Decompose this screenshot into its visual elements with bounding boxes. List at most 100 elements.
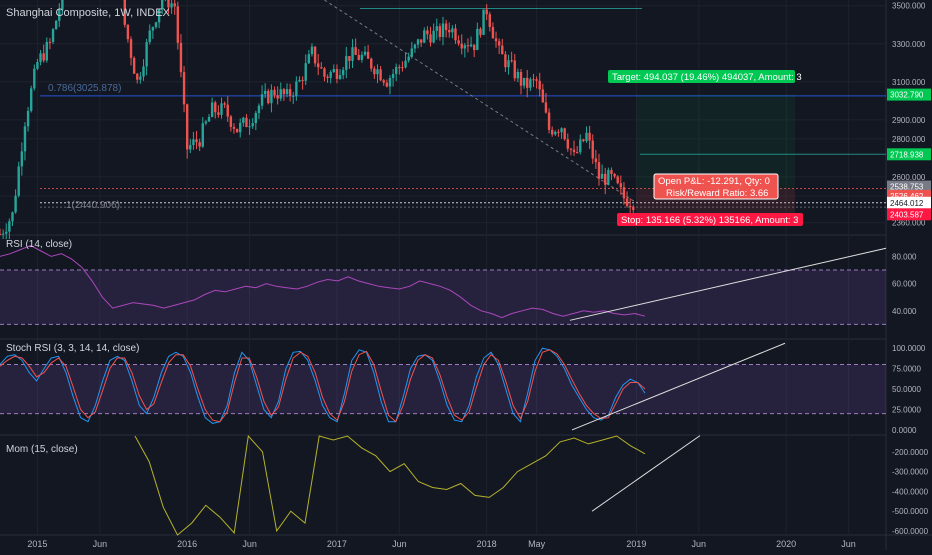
candle-body[interactable] — [432, 30, 435, 43]
candle-body[interactable] — [426, 30, 429, 35]
candle-body[interactable] — [195, 139, 198, 143]
candle-body[interactable] — [563, 128, 566, 140]
candle-body[interactable] — [607, 170, 610, 185]
candle-body[interactable] — [207, 117, 211, 122]
candle-body[interactable] — [385, 82, 389, 87]
rsi-trendline[interactable] — [569, 247, 887, 321]
candle-body[interactable] — [145, 42, 148, 67]
candle-body[interactable] — [263, 90, 267, 95]
profit-zone[interactable] — [636, 94, 795, 189]
candle-body[interactable] — [560, 128, 563, 133]
candle-body[interactable] — [519, 71, 523, 86]
candle-body[interactable] — [454, 28, 457, 41]
candle-body[interactable] — [129, 39, 133, 58]
candle-body[interactable] — [45, 41, 48, 61]
candle-body[interactable] — [538, 80, 541, 90]
candle-body[interactable] — [313, 46, 317, 64]
candle-body[interactable] — [179, 42, 183, 73]
candle-body[interactable] — [292, 95, 295, 97]
candle-body[interactable] — [472, 44, 476, 51]
candle-body[interactable] — [569, 148, 573, 150]
candle-body[interactable] — [357, 54, 360, 60]
candle-body[interactable] — [170, 3, 173, 8]
candle-body[interactable] — [491, 26, 495, 39]
candle-body[interactable] — [591, 140, 594, 159]
candle-body[interactable] — [161, 0, 164, 10]
candle-body[interactable] — [557, 131, 560, 133]
candle-body[interactable] — [257, 105, 261, 113]
candle-body[interactable] — [157, 9, 161, 23]
candle-body[interactable] — [282, 89, 286, 95]
candle-body[interactable] — [604, 173, 607, 185]
candle-body[interactable] — [39, 53, 42, 62]
candle-body[interactable] — [554, 131, 557, 135]
candle-body[interactable] — [497, 41, 501, 46]
candle-body[interactable] — [126, 24, 130, 40]
candle-body[interactable] — [332, 69, 336, 73]
candle-body[interactable] — [151, 27, 155, 31]
candle-body[interactable] — [494, 38, 498, 42]
candle-body[interactable] — [360, 54, 364, 60]
candle-body[interactable] — [476, 28, 479, 51]
candle-body[interactable] — [526, 77, 529, 88]
candle-body[interactable] — [444, 23, 448, 31]
candle-body[interactable] — [522, 77, 526, 86]
candle-body[interactable] — [407, 56, 410, 61]
candle-body[interactable] — [416, 39, 420, 45]
candle-body[interactable] — [382, 80, 385, 83]
candle-body[interactable] — [229, 116, 233, 127]
candle-body[interactable] — [401, 67, 404, 69]
candle-body[interactable] — [142, 66, 145, 77]
candle-body[interactable] — [438, 26, 442, 37]
candle-body[interactable] — [457, 40, 460, 44]
candle-body[interactable] — [448, 30, 451, 33]
candle-body[interactable] — [242, 117, 245, 123]
candle-body[interactable] — [260, 94, 264, 106]
candle-body[interactable] — [189, 145, 192, 150]
candle-body[interactable] — [616, 176, 619, 184]
candle-body[interactable] — [245, 117, 248, 127]
candle-body[interactable] — [33, 68, 36, 89]
candle-body[interactable] — [239, 122, 242, 133]
candle-body[interactable] — [248, 126, 251, 128]
candle-body[interactable] — [251, 123, 254, 127]
candle-body[interactable] — [20, 151, 24, 167]
candle-body[interactable] — [254, 112, 258, 124]
candle-body[interactable] — [376, 69, 379, 75]
candle-body[interactable] — [451, 28, 454, 33]
candle-body[interactable] — [58, 9, 61, 21]
candle-body[interactable] — [379, 69, 382, 81]
candle-body[interactable] — [11, 212, 14, 222]
candle-body[interactable] — [285, 89, 289, 95]
candle-body[interactable] — [167, 0, 170, 8]
candle-body[interactable] — [575, 152, 579, 154]
candle-body[interactable] — [482, 9, 485, 35]
candle-body[interactable] — [335, 69, 339, 79]
candle-body[interactable] — [398, 66, 401, 68]
candle-body[interactable] — [320, 67, 323, 69]
candle-body[interactable] — [348, 56, 351, 61]
candle-body[interactable] — [363, 51, 367, 55]
momentum-pane[interactable] — [134, 434, 701, 536]
candle-body[interactable] — [572, 149, 576, 153]
candle-body[interactable] — [469, 44, 473, 47]
candle-body[interactable] — [51, 29, 55, 42]
candle-body[interactable] — [419, 39, 423, 43]
candle-body[interactable] — [14, 195, 17, 213]
candle-body[interactable] — [435, 26, 438, 31]
candle-body[interactable] — [176, 6, 180, 43]
candle-body[interactable] — [354, 47, 357, 55]
candle-body[interactable] — [192, 139, 195, 146]
candle-body[interactable] — [547, 112, 551, 130]
candle-body[interactable] — [345, 56, 348, 70]
candle-body[interactable] — [329, 72, 332, 78]
candle-body[interactable] — [307, 54, 311, 64]
candle-body[interactable] — [613, 173, 616, 177]
candle-body[interactable] — [42, 53, 45, 61]
candle-body[interactable] — [404, 60, 407, 68]
candle-body[interactable] — [388, 78, 392, 87]
candle-body[interactable] — [0, 234, 2, 235]
candle-body[interactable] — [504, 54, 507, 68]
candle-body[interactable] — [173, 3, 176, 7]
stoch-k-line[interactable] — [0, 347, 646, 424]
